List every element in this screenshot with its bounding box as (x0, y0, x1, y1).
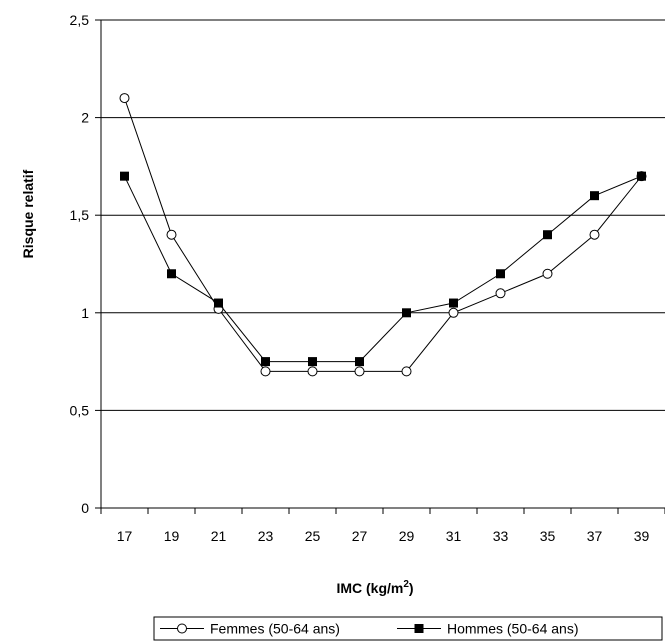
series-1-point-6 (402, 308, 411, 318)
series-0-point-9 (542, 268, 553, 279)
x-axis-title: IMC (kg/m2) (336, 579, 413, 596)
legend-label-femmes: Femmes (50-64 ans) (210, 621, 340, 637)
y-tick-label-1: 0,5 (70, 402, 90, 418)
legend-label-hommes: Hommes (50-64 ans) (447, 621, 579, 637)
x-tick-labels: 17 19 21 23 25 27 29 31 33 35 37 39 (117, 528, 650, 544)
series-1-point-11 (637, 171, 646, 181)
series-0 (119, 93, 647, 377)
x-tick-label-1: 19 (164, 528, 180, 544)
x-axis-title-superscript: 2 (403, 579, 409, 590)
y-axis-title: Risque relatif (20, 169, 36, 258)
y-tick-label-0: 0 (81, 500, 89, 516)
x-tick-label-0: 17 (117, 528, 133, 544)
series-0-point-1 (166, 229, 177, 240)
series-line-0 (124, 97, 642, 372)
series-0-point-6 (401, 366, 412, 377)
y-tick-label-4: 2 (81, 110, 89, 126)
series-1-point-9 (543, 230, 552, 240)
gridlines (101, 19, 665, 411)
legend-marker-hommes (414, 624, 424, 633)
series-1-point-8 (496, 269, 505, 279)
y-tick-label-2: 1 (81, 305, 89, 321)
series-1-point-10 (590, 191, 599, 201)
x-tick-label-9: 35 (540, 528, 556, 544)
x-axis-title-suffix: ) (409, 580, 414, 596)
series-1 (120, 171, 646, 367)
series-0-point-4 (307, 366, 318, 377)
series-group (119, 93, 647, 377)
series-1-point-5 (355, 357, 364, 367)
series-0-point-0 (119, 93, 130, 104)
x-tick-label-5: 27 (352, 528, 368, 544)
series-1-point-1 (167, 269, 176, 279)
x-tick-label-7: 31 (446, 528, 462, 544)
series-1-point-7 (449, 298, 458, 308)
series-line-1 (124, 175, 642, 363)
series-0-point-3 (260, 366, 271, 377)
x-tick-label-2: 21 (211, 528, 227, 544)
x-tick-label-11: 39 (634, 528, 650, 544)
x-tick-label-8: 33 (493, 528, 509, 544)
series-1-point-4 (308, 357, 317, 367)
axes (95, 19, 665, 514)
series-0-point-8 (495, 288, 506, 299)
x-tick-label-4: 25 (305, 528, 321, 544)
x-tick-label-10: 37 (587, 528, 603, 544)
series-0-point-7 (448, 307, 459, 318)
x-axis-title-main: IMC (kg/m (336, 580, 403, 596)
y-tick-label-3: 1,5 (70, 207, 90, 223)
series-1-point-0 (120, 171, 129, 181)
x-tick-label-3: 23 (258, 528, 274, 544)
series-1-point-3 (261, 357, 270, 367)
series-1-point-2 (214, 298, 223, 308)
x-tick-label-6: 29 (399, 528, 415, 544)
y-tick-label-5: 2,5 (70, 12, 90, 28)
legend-marker-femmes (177, 623, 187, 634)
series-0-point-5 (354, 366, 365, 377)
legend: Femmes (50-64 ans) Hommes (50-64 ans) (153, 616, 663, 641)
series-0-point-10 (589, 229, 600, 240)
y-tick-labels: 0 0,5 1 1,5 2 2,5 (70, 12, 90, 516)
